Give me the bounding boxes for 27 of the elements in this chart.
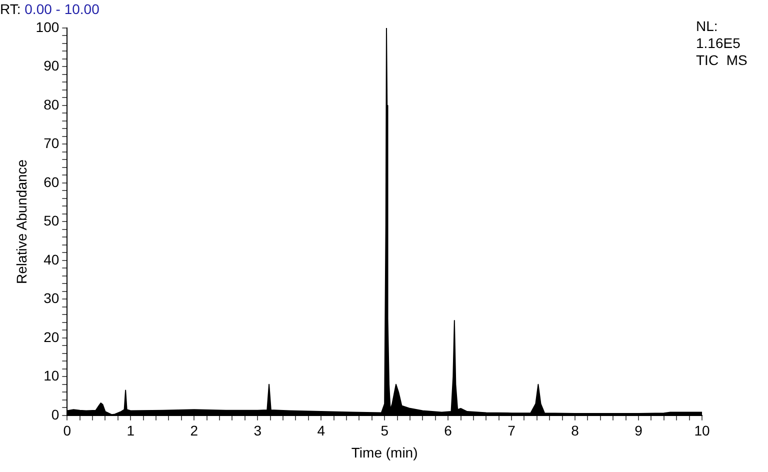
x-tick-label: 4 (317, 422, 326, 439)
y-tick-label: 0 (51, 406, 60, 422)
annotation: NL: 1.16E5 (696, 18, 742, 52)
y-tick-label: 60 (44, 174, 60, 190)
y-tick-label: 40 (44, 251, 60, 268)
y-tick-label: 70 (44, 135, 60, 152)
x-tick-label: 2 (190, 422, 198, 439)
x-tick-label: 7 (508, 422, 516, 439)
x-tick-label: 5 (380, 422, 389, 439)
chart-title: RT: 0.00 - 10.00 (0, 1, 100, 17)
y-tick-label: 20 (44, 328, 60, 345)
y-tick-label: 90 (44, 58, 60, 74)
x-tick-label: 3 (254, 422, 262, 439)
y-axis-title: Relative Abundance (13, 159, 30, 284)
y-tick-label: 10 (44, 368, 60, 384)
x-tick-label: 6 (444, 422, 452, 439)
x-tick-label: 1 (126, 422, 135, 439)
x-axis-title: Time (min) (351, 444, 418, 460)
y-tick-label: 100 (36, 18, 60, 35)
annotation: TIC MS (696, 52, 748, 69)
x-tick-label: 9 (634, 422, 643, 439)
x-tick-label: 10 (694, 422, 710, 439)
y-tick-label: 80 (44, 96, 60, 112)
x-tick-label: 8 (571, 422, 580, 439)
y-tick-label: 30 (44, 290, 60, 306)
x-tick-label: 0 (63, 422, 72, 439)
y-tick-label: 50 (44, 212, 60, 229)
